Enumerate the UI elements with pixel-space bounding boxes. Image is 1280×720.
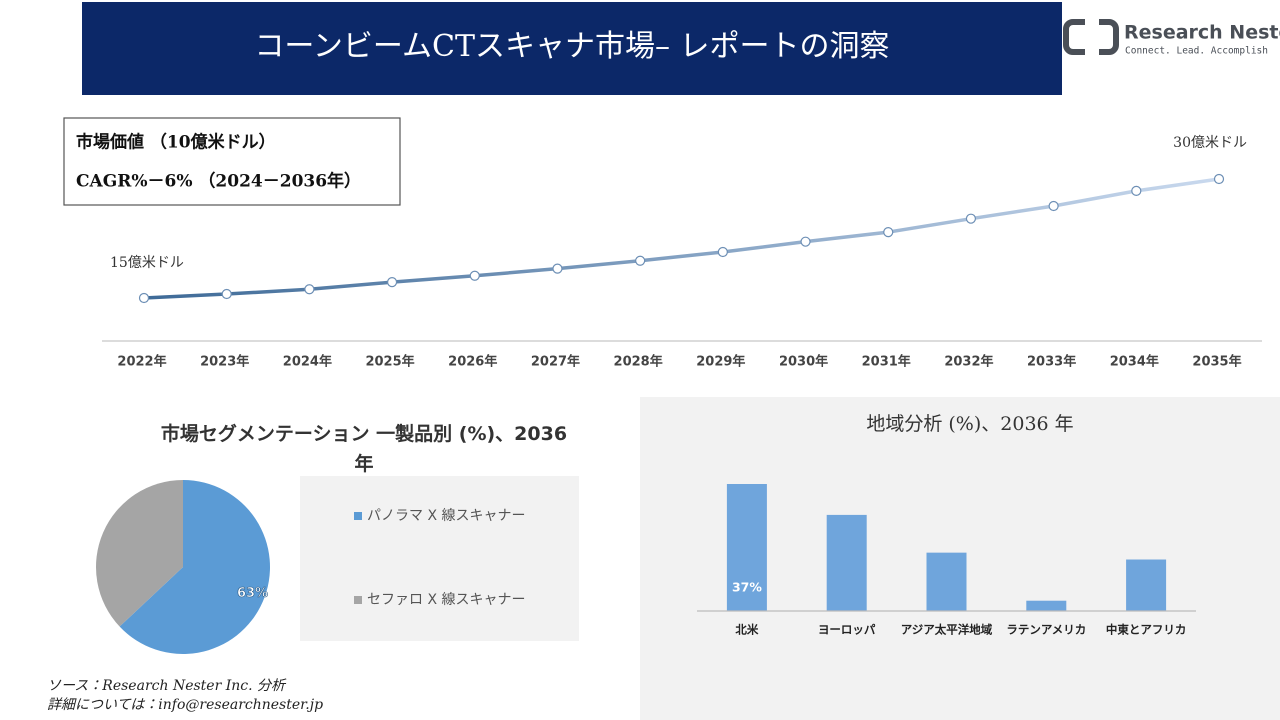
bar: [1126, 559, 1167, 611]
x-tick-label: 2029年: [696, 354, 745, 370]
x-tick-label: 北米: [735, 623, 758, 637]
x-tick-label: 2033年: [1027, 354, 1076, 370]
data-point: [221, 288, 232, 300]
x-tick-label: 2034年: [1110, 354, 1159, 370]
x-tick-label: 2025年: [365, 354, 414, 370]
data-point: [552, 263, 563, 274]
logo-name: Research Nester: [1124, 22, 1280, 44]
chart-title: 地域分析 (%)、2036 年: [866, 413, 1073, 435]
trend-line: [143, 177, 1220, 300]
header-banner: [82, 2, 1062, 95]
x-tick-label: 2026年: [448, 354, 497, 370]
data-point: [304, 284, 315, 295]
legend-label: パノラマ X 線スキャナー: [367, 508, 526, 524]
pie-slice: [96, 480, 183, 627]
data-point: [1048, 200, 1059, 212]
info-line: CAGR%－6% （2024－2036年）: [76, 171, 361, 192]
x-tick-label: 中東とアフリカ: [1106, 623, 1187, 637]
value-label: 30億米ドル: [1173, 135, 1247, 151]
data-point: [1213, 173, 1225, 185]
legend-swatch: [354, 512, 362, 520]
chart-title: 市場セグメンテーション 一製品別 (%)、2036 年: [161, 422, 567, 475]
chart-title-line: 年: [354, 452, 373, 475]
value-label: 15億米ドル: [110, 255, 184, 271]
data-point: [635, 255, 646, 266]
legend-label: セファロ X 線スキャナー: [367, 592, 526, 608]
data-point: [138, 292, 150, 304]
bar: [1026, 600, 1067, 611]
bar: [726, 484, 767, 611]
bar: [926, 552, 967, 611]
x-tick-label: ヨーロッパ: [818, 623, 876, 637]
x-tick-label: 2030年: [779, 354, 828, 370]
info-box: [63, 117, 401, 206]
x-tick-label: 2023年: [200, 354, 249, 370]
logo-icon-gap: [1085, 14, 1099, 60]
x-tick-label: 2035年: [1192, 354, 1241, 370]
data-point: [717, 246, 728, 258]
x-tick-label: 2031年: [862, 354, 911, 370]
source-note: ソース：Research Nester Inc. 分析: [47, 678, 287, 694]
value-label: 37%: [732, 580, 762, 595]
data-point: [883, 227, 894, 238]
x-tick-label: 2024年: [283, 354, 332, 370]
x-tick-label: 2022年: [117, 354, 166, 370]
header-title: コーンビームCTスキャナ市場– レポートの洞察: [254, 29, 889, 64]
chart-title-line: 市場セグメンテーション 一製品別 (%)、2036: [161, 422, 567, 445]
x-tick-label: アジア太平洋地域: [901, 623, 993, 637]
value-label: 63%: [237, 586, 268, 601]
logo-tagline: Connect. Lead. Accomplish: [1125, 46, 1268, 57]
data-point: [965, 213, 977, 224]
x-tick-label: 2027年: [531, 354, 580, 370]
logo: Research Nester Connect. Lead. Accomplis…: [1063, 14, 1280, 60]
legend-swatch: [354, 596, 362, 604]
info-line: 市場価値 （10億米ドル）: [76, 132, 276, 153]
data-point: [386, 277, 398, 288]
x-tick-label: ラテンアメリカ: [1006, 623, 1086, 637]
data-point: [469, 270, 480, 281]
contact-note: 詳細については：info@researchnester.jp: [47, 697, 323, 713]
x-tick-label: 2028年: [614, 354, 663, 370]
legend-box: [300, 476, 579, 641]
data-point: [800, 236, 811, 247]
bar: [826, 514, 867, 611]
data-point: [1131, 185, 1142, 196]
pie-slice: [119, 480, 271, 655]
x-tick-label: 2032年: [944, 354, 993, 370]
